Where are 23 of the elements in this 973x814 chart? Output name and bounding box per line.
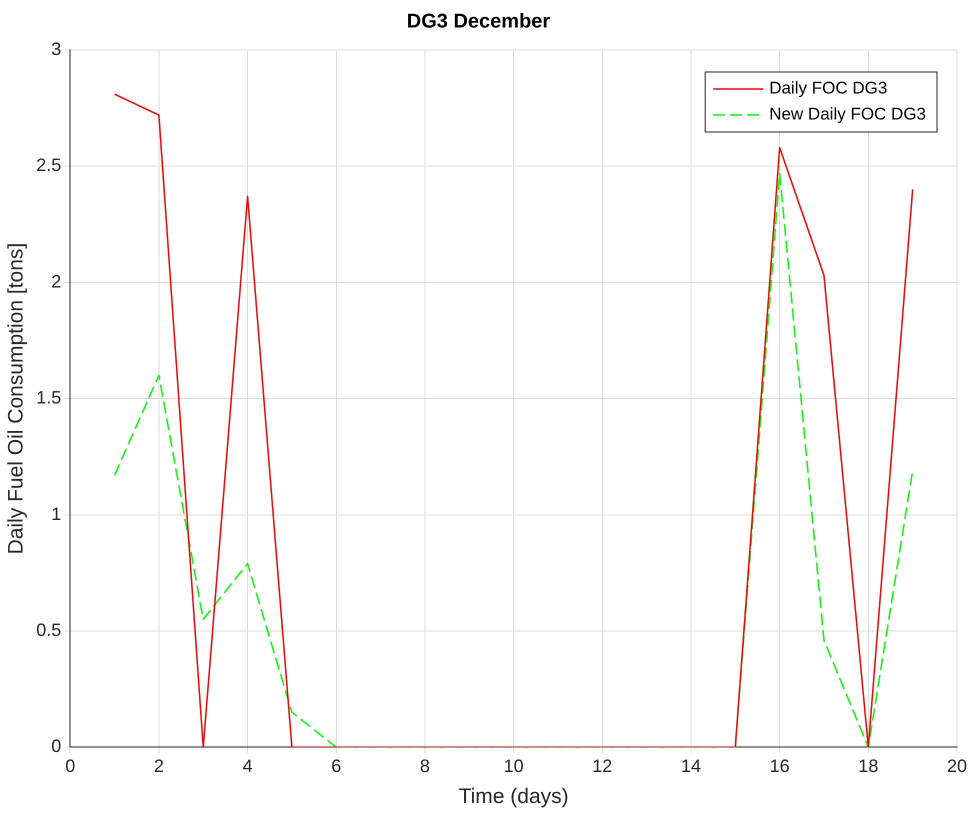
- y-tick-label: 2: [51, 271, 62, 292]
- x-tick-label: 10: [504, 756, 524, 776]
- y-tick-label: 0: [51, 736, 62, 756]
- x-tick-label: 0: [65, 756, 76, 776]
- x-tick-label: 12: [592, 756, 612, 776]
- x-tick-label: 8: [420, 756, 430, 776]
- legend-label: New Daily FOC DG3: [769, 104, 926, 124]
- x-tick-label: 20: [946, 756, 968, 776]
- y-tick-label: 0.5: [36, 620, 62, 640]
- y-tick-label: 1.5: [36, 388, 62, 408]
- legend-label: Daily FOC DG3: [769, 78, 888, 98]
- x-tick-label: 18: [858, 756, 878, 776]
- chart-title: DG3 December: [406, 10, 550, 33]
- y-tick-label: 2.5: [36, 155, 62, 176]
- x-tick-label: 16: [770, 756, 790, 776]
- x-tick-label: 2: [154, 756, 164, 776]
- x-tick-label: 14: [680, 756, 701, 776]
- y-axis-title: Daily Fuel Oil Consumption [tons]: [4, 242, 28, 554]
- x-tick-label: 4: [242, 756, 253, 776]
- x-tick-label: 6: [331, 756, 342, 776]
- x-axis-title: Time (days): [458, 785, 569, 808]
- y-tick-label: 1: [51, 504, 62, 524]
- y-tick-label: 3: [51, 38, 62, 59]
